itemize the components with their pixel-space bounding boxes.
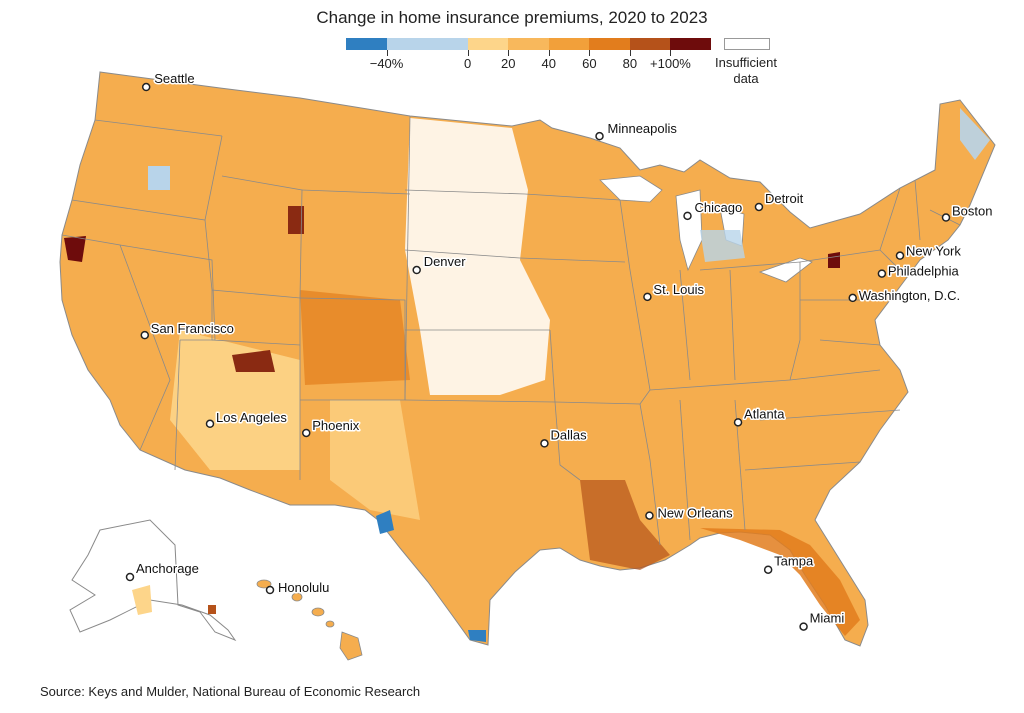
legend-swatch <box>629 38 671 50</box>
alaska-inset-shape <box>69 519 237 642</box>
city-marker <box>645 511 654 520</box>
city-label: Miami <box>810 611 845 626</box>
city-label: Seattle <box>154 71 194 86</box>
legend-tick-label: +100% <box>650 56 691 71</box>
great-lakes <box>599 175 813 283</box>
city-label: Minneapolis <box>608 121 678 136</box>
legend-swatch <box>467 38 509 50</box>
source-note: Source: Keys and Mulder, National Bureau… <box>40 684 421 699</box>
legend-tick <box>589 50 591 56</box>
city-marker <box>763 565 773 574</box>
city-marker <box>540 439 549 448</box>
decrease-michigan <box>700 230 745 262</box>
city-marker <box>754 202 764 212</box>
city-label: Phoenix <box>312 418 359 433</box>
city-label: Chicago <box>695 200 743 215</box>
decrease-maine <box>960 108 990 160</box>
insufficient-data-label: Insufficient data <box>715 55 777 86</box>
city-marker <box>848 293 857 303</box>
city-label: Washington, D.C. <box>859 288 960 303</box>
legend-tick-label: −40% <box>369 56 404 71</box>
legend-tick-label: 40 <box>541 56 556 71</box>
high-increase-colorado <box>300 290 410 385</box>
legend-tick-label: 0 <box>464 56 472 71</box>
hawaii-inset-shape <box>256 579 363 661</box>
city-label: Denver <box>424 254 467 269</box>
city-label: Boston <box>952 204 992 219</box>
very-high-increase-wyoming <box>288 206 304 234</box>
city-marker <box>412 265 421 275</box>
very-high-increase-utah <box>232 350 275 372</box>
legend-swatch <box>670 38 711 50</box>
alaska-high-region <box>208 605 216 614</box>
legend-tick-label: 80 <box>622 56 638 71</box>
map-title: Change in home insurance premiums, 2020 … <box>316 8 708 27</box>
legend-swatch <box>548 38 590 50</box>
insufficient-data-plains <box>405 118 550 395</box>
city-marker <box>141 82 151 92</box>
legend-swatch <box>589 38 630 50</box>
city-label: Anchorage <box>136 561 199 576</box>
legend-tick-label: 20 <box>500 56 516 71</box>
city-label: Atlanta <box>744 406 785 421</box>
city-label: Philadelphia <box>888 264 960 279</box>
high-increase-louisiana <box>580 480 670 570</box>
legend-swatch <box>346 38 387 50</box>
legend-tick <box>629 50 631 56</box>
high-increase-florida <box>700 528 860 636</box>
city-label: St. Louis <box>653 282 704 297</box>
city-label: Detroit <box>765 191 804 206</box>
legend-swatch <box>508 38 549 50</box>
very-high-increase-california <box>64 236 86 262</box>
city-marker <box>877 269 887 278</box>
city-marker <box>895 251 905 260</box>
city-marker <box>941 213 951 222</box>
very-high-increase-pennsylvania <box>828 252 840 268</box>
state-borders <box>61 115 961 546</box>
city-marker <box>643 292 652 302</box>
legend-tick <box>670 50 672 56</box>
city-marker <box>205 419 215 429</box>
legend-tick <box>467 50 469 56</box>
insufficient-data-swatch <box>724 38 770 50</box>
city-marker <box>265 585 275 595</box>
legend-tick <box>508 50 510 56</box>
city-label: New Orleans <box>657 506 733 521</box>
city-marker <box>595 131 604 141</box>
decrease-texas-west <box>376 510 394 534</box>
city-label: Dallas <box>550 427 587 442</box>
decrease-texas-south <box>468 630 486 642</box>
legend-tick-label: 60 <box>582 56 597 71</box>
city-marker <box>683 211 692 221</box>
legend-swatch <box>386 38 468 50</box>
city-marker <box>301 428 311 438</box>
city-marker <box>140 330 150 340</box>
city-marker <box>125 572 135 582</box>
city-label: Honolulu <box>278 580 329 595</box>
legend-tick <box>386 50 388 56</box>
city-label: New York <box>906 244 961 259</box>
city-label: San Francisco <box>151 321 234 336</box>
alaska-light-region <box>132 585 152 615</box>
city-label: Tampa <box>774 554 814 569</box>
city-label: Los Angeles <box>216 410 287 425</box>
decrease-nevada <box>148 166 170 190</box>
light-increase-texas-west <box>330 400 420 520</box>
city-marker <box>799 622 808 631</box>
legend-tick <box>548 50 550 56</box>
city-marker <box>733 418 743 427</box>
